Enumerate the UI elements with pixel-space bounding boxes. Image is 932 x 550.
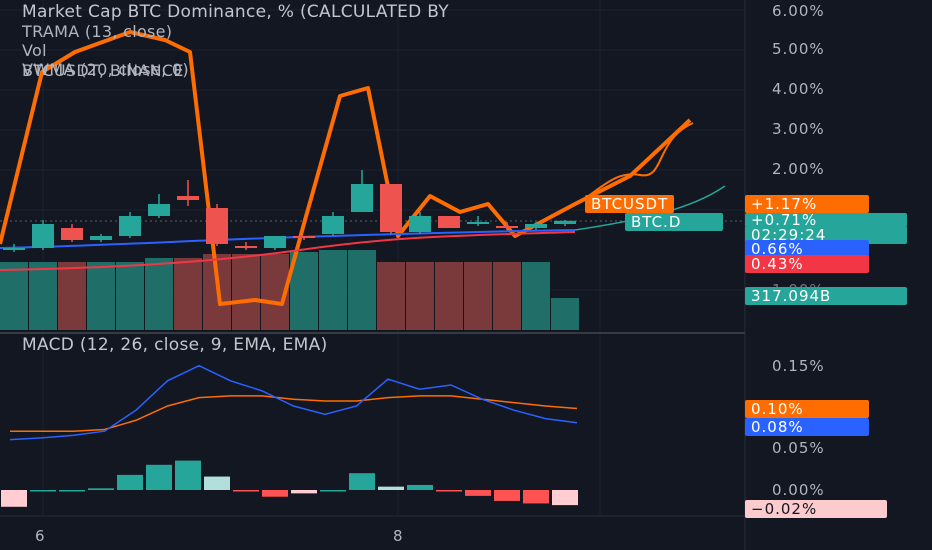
- histogram-bar: [262, 490, 288, 497]
- btcd-value-badge: +0.71%: [745, 213, 907, 227]
- vwma-value-badge: 0.43%: [745, 255, 869, 273]
- volume-bar: [319, 250, 347, 330]
- price-axis-tick: 5.00%: [772, 40, 825, 58]
- candle-body: [90, 236, 112, 240]
- btcusdt-name-badge[interactable]: BTCUSDT: [585, 195, 675, 213]
- volume-bar: [435, 262, 463, 330]
- macd-legend[interactable]: MACD (12, 26, close, 9, EMA, EMA): [22, 335, 328, 355]
- volume-bar: [174, 258, 202, 330]
- candle-body: [438, 216, 460, 228]
- candle-body: [554, 220, 576, 224]
- histogram-bar: [146, 464, 172, 490]
- histogram-bar: [117, 474, 143, 490]
- price-axis-tick: 3.00%: [772, 120, 825, 138]
- candle-body: [380, 184, 402, 232]
- btcd-name-badge[interactable]: BTC.D: [625, 213, 723, 231]
- candle-body: [322, 216, 344, 234]
- histogram-bar: [291, 490, 317, 494]
- histogram-bar: [204, 476, 230, 490]
- histogram-bar: [320, 490, 346, 492]
- histogram-bar: [1, 490, 27, 507]
- btcusdt-legend[interactable]: BTCUSDT, BINANCE: [22, 61, 184, 80]
- volume-bar: [232, 254, 260, 330]
- histogram-bar: [465, 490, 491, 496]
- macd-line: [9, 364, 578, 441]
- candle-body: [496, 226, 518, 228]
- histogram-bar: [175, 460, 201, 490]
- macd-axis-tick: 0.05%: [772, 439, 825, 457]
- volume-bar: [29, 262, 57, 330]
- volume-bar: [522, 262, 550, 330]
- histogram-bar: [378, 486, 404, 490]
- macd-axis-tick: 0.15%: [772, 357, 825, 375]
- histogram-bar: [88, 488, 114, 490]
- vwma-line: [0, 231, 576, 271]
- candle-body: [3, 248, 25, 250]
- volume-bar: [493, 262, 521, 330]
- histogram-bar: [59, 490, 85, 492]
- volume-bar: [0, 262, 28, 330]
- trama-line: [0, 229, 576, 249]
- trama-value-badge: 0.66%: [745, 240, 869, 258]
- btcusdt-value-badge: +1.17%: [745, 195, 869, 213]
- trama-legend[interactable]: TRAMA (13, close): [22, 22, 173, 41]
- volume-bar: [58, 262, 86, 330]
- histogram-bar: [523, 490, 549, 504]
- time-axis-tick: 8: [393, 527, 403, 545]
- volume-value-badge: 317.094B: [745, 287, 907, 305]
- candle-body: [206, 208, 228, 244]
- candle-body: [61, 228, 83, 240]
- histogram-bar: [30, 490, 56, 492]
- volume-bar: [145, 258, 173, 330]
- candle-body: [264, 236, 286, 248]
- candle-body: [467, 222, 489, 224]
- price-axis-tick: 6.00%: [772, 2, 825, 20]
- symbol-legend-title[interactable]: Market Cap BTC Dominance, % (CALCULATED …: [22, 2, 449, 22]
- candle-body: [293, 236, 315, 238]
- volume-legend[interactable]: Vol: [22, 41, 47, 60]
- histogram-value-badge: −0.02%: [745, 500, 887, 518]
- candle-body: [235, 246, 257, 248]
- price-axis-tick: 2.00%: [772, 160, 825, 178]
- candle-body: [525, 224, 547, 228]
- volume-bar: [406, 262, 434, 330]
- candle-body: [409, 216, 431, 232]
- volume-bar: [87, 262, 115, 330]
- btcd-series-line: [574, 122, 694, 206]
- signal-line: [10, 395, 578, 432]
- candle-body: [119, 216, 141, 236]
- histogram-bar: [494, 490, 520, 501]
- candle-body: [177, 196, 199, 200]
- bar-countdown: 02:29:24: [745, 226, 907, 244]
- volume-bar: [348, 250, 376, 330]
- histogram-bar: [552, 490, 578, 506]
- histogram-bar: [407, 484, 433, 490]
- signal-value-badge: 0.08%: [745, 418, 869, 436]
- volume-bar: [377, 262, 405, 330]
- vwma-legend[interactable]: VWMA (20, close, 0): [22, 60, 189, 79]
- candle-body: [351, 184, 373, 212]
- time-axis-tick: 6: [35, 527, 45, 545]
- histogram-bar: [349, 473, 375, 490]
- candle-body: [148, 204, 170, 216]
- macd-value-badge: 0.10%: [745, 400, 869, 418]
- volume-bar: [551, 298, 579, 330]
- histogram-bar: [436, 490, 462, 492]
- volume-bar: [464, 262, 492, 330]
- histogram-bar: [233, 490, 259, 492]
- price-axis-tick: 4.00%: [772, 80, 825, 98]
- macd-axis-tick: 0.00%: [772, 481, 825, 499]
- candle-body: [32, 224, 54, 248]
- volume-bar: [116, 262, 144, 330]
